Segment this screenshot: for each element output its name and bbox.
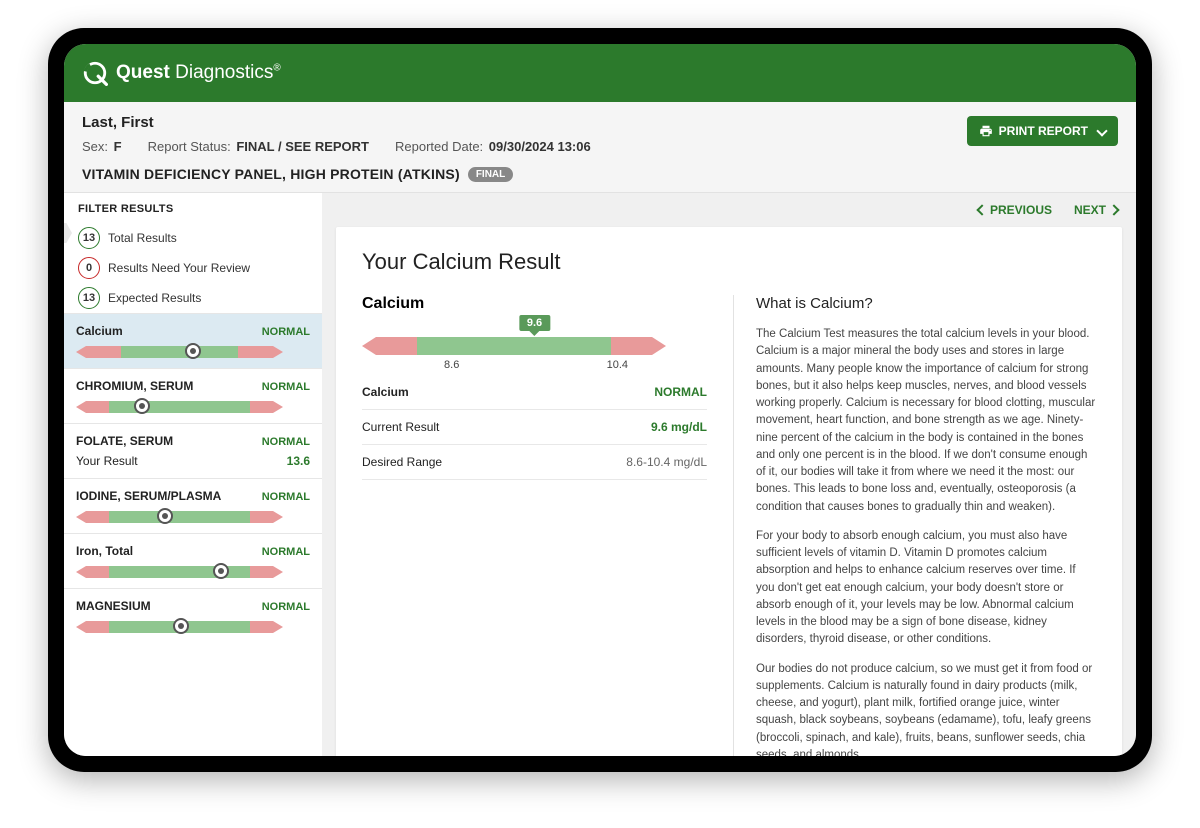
range-low-label: 8.6 [444, 359, 459, 371]
result-status: NORMAL [262, 381, 310, 393]
quest-logo-icon [82, 60, 108, 86]
report-meta-row: Sex: F Report Status: FINAL / SEE REPORT… [82, 139, 1118, 154]
detail-kv-row: Calcium NORMAL [362, 375, 707, 410]
chevron-right-icon [1108, 204, 1119, 215]
detail-row-label: Calcium [362, 385, 409, 399]
what-is-body: The Calcium Test measures the total calc… [756, 326, 1096, 756]
detail-kv-row: Desired Range 8.6-10.4 mg/dL [362, 445, 707, 480]
result-value-flag: 9.6 [519, 315, 550, 331]
brand-registered: ® [273, 63, 280, 74]
detail-range-bar: 9.6 [362, 337, 707, 355]
counter-bubble: 0 [78, 257, 100, 279]
brand-logo: Quest Diagnostics® [82, 60, 281, 86]
next-link[interactable]: NEXT [1074, 203, 1118, 217]
print-icon [979, 124, 993, 138]
result-name: Iron, Total [76, 544, 133, 558]
result-list-item[interactable]: MAGNESIUM NORMAL [64, 588, 322, 643]
mini-range-bar [76, 346, 310, 358]
detail-row-value: NORMAL [654, 385, 707, 399]
range-high-label: 10.4 [607, 359, 628, 371]
result-name: Calcium [76, 324, 123, 338]
detail-analyte-name: Calcium [362, 295, 707, 313]
result-detail-main: PREVIOUS NEXT Your Calcium Result Calciu… [322, 193, 1136, 756]
what-is-paragraph: The Calcium Test measures the total calc… [756, 326, 1096, 516]
filter-heading: FILTER RESULTS [64, 193, 322, 223]
date-value: 09/30/2024 13:06 [489, 139, 591, 154]
detail-left-column: Calcium 9.6 8.6 10.4 [362, 295, 707, 756]
result-list-item[interactable]: IODINE, SERUM/PLASMA NORMAL [64, 478, 322, 533]
detail-row-value: 9.6 mg/dL [651, 420, 707, 434]
detail-row-label: Desired Range [362, 455, 442, 469]
print-report-label: PRINT REPORT [999, 124, 1088, 138]
chevron-left-icon [976, 204, 987, 215]
patient-name: Last, First [82, 114, 1118, 131]
range-tick-labels: 8.6 10.4 [362, 359, 707, 375]
status-value: FINAL / SEE REPORT [236, 139, 369, 154]
date-label: Reported Date: [395, 139, 483, 154]
detail-row-value: 8.6-10.4 mg/dL [626, 455, 707, 469]
brand-name-light: Diagnostics [170, 62, 274, 83]
mini-range-bar [76, 621, 310, 633]
panel-status-badge: FINAL [468, 167, 513, 182]
panel-title: VITAMIN DEFICIENCY PANEL, HIGH PROTEIN (… [82, 166, 460, 182]
result-detail-card: Your Calcium Result Calcium 9.6 [336, 227, 1122, 756]
app-header: Quest Diagnostics® [64, 44, 1136, 102]
result-status: NORMAL [262, 601, 310, 613]
your-result-label: Your Result [76, 454, 138, 468]
result-status: NORMAL [262, 491, 310, 503]
app-screen: Quest Diagnostics® Last, First Sex: F Re… [64, 44, 1136, 756]
counter-label: Results Need Your Review [108, 261, 250, 275]
mini-range-bar [76, 401, 310, 413]
detail-title: Your Calcium Result [362, 249, 1096, 275]
filter-counter-row[interactable]: 13 Expected Results [64, 283, 322, 313]
result-list-item[interactable]: Iron, Total NORMAL [64, 533, 322, 588]
result-name: MAGNESIUM [76, 599, 151, 613]
tablet-frame: Quest Diagnostics® Last, First Sex: F Re… [48, 28, 1152, 772]
detail-right-column: What is Calcium? The Calcium Test measur… [733, 295, 1096, 756]
result-status: NORMAL [262, 546, 310, 558]
counter-bubble: 13 [78, 227, 100, 249]
result-nav: PREVIOUS NEXT [336, 193, 1122, 227]
print-report-button[interactable]: PRINT REPORT [967, 116, 1118, 146]
brand-name-bold: Quest [116, 62, 170, 83]
counter-bubble: 13 [78, 287, 100, 309]
detail-row-label: Current Result [362, 420, 439, 434]
what-is-paragraph: Our bodies do not produce calcium, so we… [756, 661, 1096, 757]
result-name: FOLATE, SERUM [76, 434, 173, 448]
sex-value: F [114, 139, 122, 154]
result-list-item[interactable]: FOLATE, SERUM NORMAL Your Result 13.6 [64, 423, 322, 478]
report-info-bar: Last, First Sex: F Report Status: FINAL … [64, 102, 1136, 193]
result-name: IODINE, SERUM/PLASMA [76, 489, 221, 503]
filter-counter-row[interactable]: 0 Results Need Your Review [64, 253, 322, 283]
counter-label: Total Results [108, 231, 177, 245]
your-result-value: 13.6 [287, 454, 310, 468]
filter-counter-row[interactable]: 13 Total Results [64, 223, 322, 253]
previous-link[interactable]: PREVIOUS [978, 203, 1052, 217]
counter-label: Expected Results [108, 291, 201, 305]
status-label: Report Status: [148, 139, 231, 154]
sex-label: Sex: [82, 139, 108, 154]
result-list-item[interactable]: CHROMIUM, SERUM NORMAL [64, 368, 322, 423]
result-name: CHROMIUM, SERUM [76, 379, 193, 393]
what-is-paragraph: For your body to absorb enough calcium, … [756, 528, 1096, 649]
mini-range-bar [76, 511, 310, 523]
result-list-item[interactable]: Calcium NORMAL [64, 313, 322, 368]
result-status: NORMAL [262, 326, 310, 338]
detail-kv-row: Current Result 9.6 mg/dL [362, 410, 707, 445]
results-sidebar: FILTER RESULTS 13 Total Results 0 Results N… [64, 193, 322, 756]
chevron-down-icon [1096, 125, 1107, 136]
what-is-title: What is Calcium? [756, 295, 1096, 312]
result-status: NORMAL [262, 436, 310, 448]
mini-range-bar [76, 566, 310, 578]
